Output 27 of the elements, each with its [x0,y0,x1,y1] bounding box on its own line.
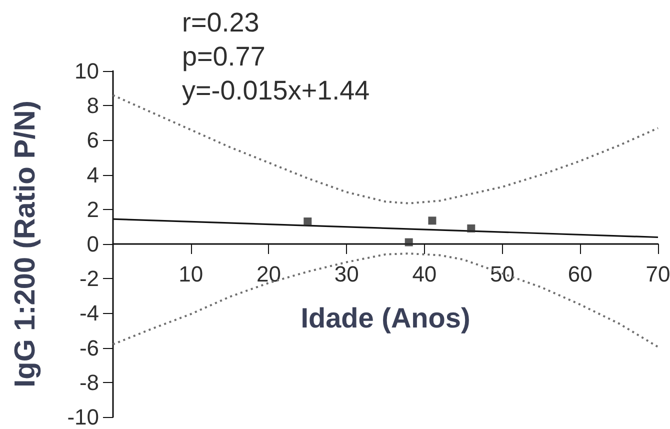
y-tick-label: 6 [86,128,99,153]
point [304,218,312,226]
x-tick-label: 60 [568,262,592,286]
y-tick-label: -4 [79,300,99,326]
x-tick-label: 40 [412,262,437,286]
y-tick-label: 4 [86,162,99,188]
point [467,224,476,232]
point [404,238,413,246]
y-tick-label: 2 [86,196,99,222]
y-tick-label: 0 [86,232,99,256]
text: r=0.23 [182,8,260,38]
x-tick-label: 20 [256,262,281,286]
x-tick-label: 50 [490,262,515,286]
point [428,216,436,225]
y-tick-label: 10 [74,58,99,84]
annotation: y=-0.015x+1.44 [182,76,370,106]
y-tick-label: -10 [67,404,99,429]
x-tick-label: 30 [334,262,359,286]
y-tick-label: -2 [79,266,99,292]
y-tick-label: 8 [86,93,99,118]
y-tick-label: -8 [79,370,99,395]
x-axis-title: Idade (Anos) [300,302,470,334]
annotation: p=0.77 [182,42,266,72]
y-axis-title: IgG 1:200 (Ratio P/N) [10,100,42,388]
y-tick-label: -6 [79,335,99,360]
x-tick-label: 10 [178,262,204,286]
x-tick-label: 70 [646,262,670,286]
